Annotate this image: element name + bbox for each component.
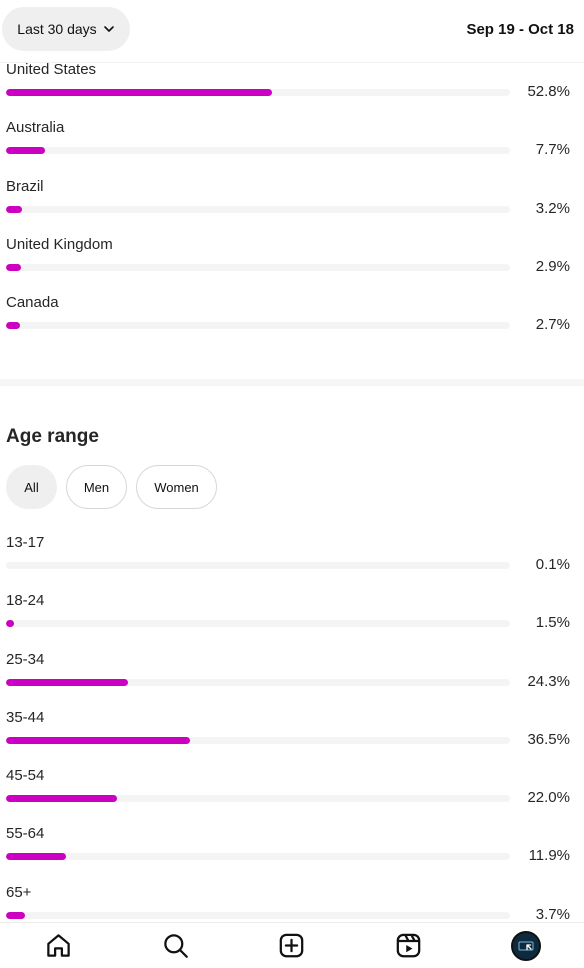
bar-label: 45-54 [6, 767, 45, 785]
bar-track [6, 736, 510, 744]
bar-value: 22.0% [527, 789, 570, 807]
bar-value: 3.7% [535, 905, 570, 923]
top-locations-list: United States 52.8% Australia 7.7% Brazil 3.2… [0, 61, 584, 352]
bar-row: Canada 2.7% [0, 294, 584, 352]
filter-chip-men[interactable]: Men [66, 465, 127, 509]
nav-reels[interactable] [389, 926, 429, 966]
bar-value: 52.8% [527, 83, 570, 100]
bar-row: Brazil 3.2% [0, 178, 584, 236]
bar-label: 65+ [6, 883, 32, 901]
bar-row: 35-44 36.5% [0, 709, 584, 767]
bar-value: 1.5% [535, 614, 570, 632]
bar-fill [6, 322, 20, 330]
nav-home[interactable] [38, 926, 78, 966]
bar-track [6, 263, 510, 271]
bar-fill [6, 147, 45, 155]
bar-row: 13-17 0.1% [0, 534, 584, 592]
section-divider [0, 379, 584, 386]
bar-value: 7.7% [535, 141, 570, 159]
bar-fill [6, 911, 25, 919]
bar-row: United Kingdom 2.9% [0, 236, 584, 294]
bar-label: United States [6, 61, 97, 78]
filter-chip-women[interactable]: Women [136, 465, 217, 509]
reels-icon [396, 933, 421, 958]
age-range-title: Age range [6, 426, 99, 447]
bar-track [6, 678, 510, 686]
top-bar: Last 30 days Sep 19 - Oct 18 [0, 0, 584, 63]
nav-search[interactable] [155, 926, 195, 966]
bar-label: 13-17 [6, 534, 45, 551]
bar-track [6, 853, 510, 861]
bar-value: 24.3% [527, 672, 570, 690]
bar-label: United Kingdom [6, 235, 113, 253]
bar-row: 18-24 1.5% [0, 592, 584, 650]
bar-track [6, 795, 510, 803]
bar-label: Canada [6, 294, 59, 312]
bar-label: Brazil [6, 177, 44, 195]
bar-fill [6, 205, 23, 213]
bar-track [6, 147, 510, 155]
bar-row: United States 52.8% [0, 61, 584, 119]
search-icon [163, 934, 188, 958]
bar-label: 18-24 [6, 592, 45, 610]
nav-create[interactable] [272, 926, 312, 966]
bar-track [6, 911, 510, 919]
bar-value: 0.1% [535, 556, 570, 573]
chevron-down-icon [103, 26, 114, 32]
avatar [510, 930, 541, 961]
age-range-list: 13-17 0.1% 18-24 1.5% 25-34 24.3% 35-44 36.5% 45… [0, 534, 584, 942]
bar-value: 11.9% [528, 847, 570, 865]
bar-track [6, 205, 510, 213]
bar-fill [6, 263, 21, 271]
date-range-dropdown[interactable]: Last 30 days [2, 7, 130, 51]
bar-value: 3.2% [535, 199, 570, 217]
filter-chip-all[interactable]: All [6, 465, 57, 509]
bar-fill [6, 736, 190, 744]
bar-fill [6, 89, 273, 96]
bar-row: 55-64 11.9% [0, 825, 584, 883]
bar-label: Australia [6, 119, 65, 137]
bar-row: 65+ 3.7% [0, 884, 584, 942]
bar-row: 45-54 22.0% [0, 767, 584, 825]
bar-label: 25-34 [6, 650, 45, 668]
bar-fill [6, 620, 14, 628]
bar-fill [6, 795, 117, 803]
bar-fill [6, 562, 13, 569]
create-icon [280, 933, 304, 958]
bar-label: 55-64 [6, 825, 45, 843]
bar-label: 35-44 [6, 708, 45, 726]
bar-track [6, 620, 510, 628]
bottom-navigation [0, 922, 584, 968]
bar-value: 36.5% [527, 730, 570, 748]
profile-avatar-icon [518, 941, 534, 950]
bar-track [6, 562, 510, 569]
gender-filter-chips: All Men Women [6, 465, 217, 509]
date-range-dropdown-label: Last 30 days [17, 21, 97, 37]
bar-fill [6, 853, 66, 861]
nav-profile[interactable] [506, 926, 546, 966]
bar-value: 2.9% [535, 257, 570, 275]
bar-value: 2.7% [535, 316, 570, 334]
bar-fill [6, 678, 129, 686]
date-range-text: Sep 19 - Oct 18 [466, 21, 574, 38]
bar-track [6, 89, 510, 96]
bar-row: 25-34 24.3% [0, 651, 584, 709]
home-icon [47, 934, 70, 957]
bar-row: Australia 7.7% [0, 119, 584, 177]
bar-track [6, 322, 510, 330]
